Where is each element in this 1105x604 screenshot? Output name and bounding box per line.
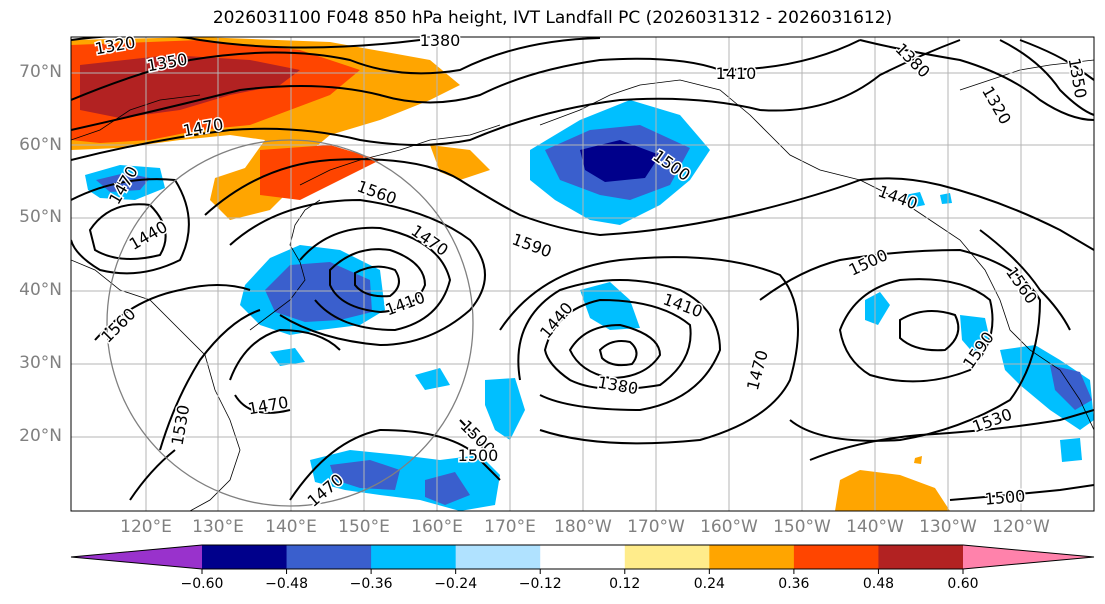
lat-label-50n: 50°N — [19, 207, 62, 227]
colorbar-tick-label: −0.36 — [349, 576, 393, 592]
height-contours — [71, 37, 1094, 501]
figure-title: 2026031100 F048 850 hPa height, IVT Land… — [212, 8, 893, 28]
colorbar-tick-label: 0.60 — [947, 576, 979, 592]
colorbar-tick-label: 0.24 — [693, 576, 725, 592]
colorbar-left-extend — [71, 545, 202, 569]
lon-label-120e: 120°E — [120, 517, 172, 537]
colorbar-cell — [540, 545, 626, 569]
colorbar-ticks — [201, 569, 964, 574]
map-frame — [70, 36, 1095, 512]
colorbar-cell — [286, 545, 372, 569]
colorbar-tick-label: 0.12 — [609, 576, 641, 592]
lon-label-130w: 130°W — [919, 517, 977, 537]
lon-label-130e: 130°E — [192, 517, 244, 537]
gridlines — [71, 37, 1094, 511]
lon-label-150e: 150°E — [338, 517, 390, 537]
colorbar-cell — [455, 545, 541, 569]
lat-label-70n: 70°N — [19, 62, 62, 82]
lat-label-40n: 40°N — [19, 280, 62, 300]
colorbar-cell — [793, 545, 879, 569]
lon-label-150w: 150°W — [773, 517, 831, 537]
colorbar-tick-label: −0.60 — [180, 576, 224, 592]
radius-circle — [106, 139, 474, 507]
colorbar-cell — [624, 545, 710, 569]
coastlines — [71, 59, 1094, 511]
colorbar-cell — [709, 545, 795, 569]
lon-label-140w: 140°W — [846, 517, 904, 537]
lon-label-170e: 170°E — [484, 517, 536, 537]
contour-label: 1500 — [984, 486, 1026, 508]
colorbar-tick-label: −0.48 — [265, 576, 308, 592]
colorbar-cell — [371, 545, 457, 569]
lat-label-30n: 30°N — [19, 353, 62, 373]
colorbar-tick-label: −0.12 — [518, 576, 562, 592]
lon-label-180w: 180°W — [554, 517, 612, 537]
lon-label-160w: 160°W — [700, 517, 758, 537]
colorbar-tick-label: 0.36 — [778, 576, 810, 592]
colorbar-cell — [878, 545, 964, 569]
lon-label-140e: 140°E — [265, 517, 317, 537]
contour-label: 1410 — [716, 64, 757, 83]
colorbar-tick-label: 0.48 — [862, 576, 895, 592]
lat-label-60n: 60°N — [19, 135, 62, 155]
colorbar-right-extend — [963, 545, 1094, 569]
colorbar-cell — [202, 545, 288, 569]
colorbar-cells — [202, 545, 964, 569]
contour-label: 1500 — [458, 446, 499, 465]
colorbar-tick-label: −0.24 — [434, 576, 478, 592]
lon-label-170w: 170°W — [627, 517, 685, 537]
lon-label-120w: 120°W — [992, 517, 1050, 537]
contour-label: 1380 — [420, 31, 461, 50]
lon-label-160e: 160°E — [411, 517, 463, 537]
lat-label-20n: 20°N — [19, 426, 62, 446]
